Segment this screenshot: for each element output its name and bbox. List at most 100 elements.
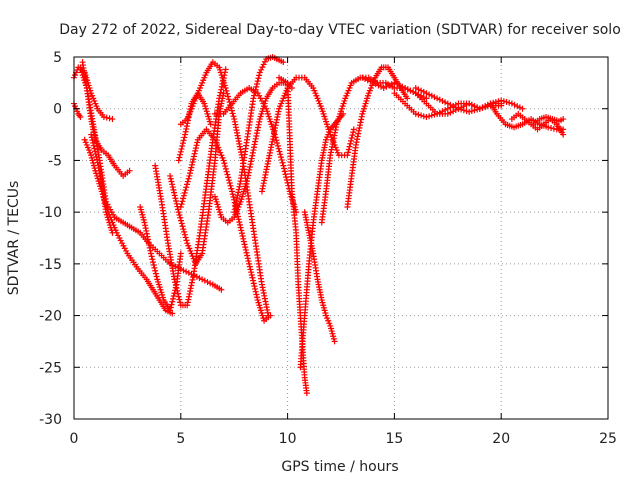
data-point [519,105,526,112]
data-point [173,284,180,291]
ticks: 0 5 10 15 20 25 5 0 -5 -10 -15 -20 -25 -30 [39,50,617,447]
data-point [172,282,179,289]
data-point [484,103,491,110]
data-point [251,283,258,290]
data-point [277,154,284,161]
data-point [196,275,203,282]
series-arc-8 [152,66,229,309]
data-point [415,86,422,93]
data-point [207,121,214,128]
data-point [93,153,100,160]
data-point [431,94,438,101]
data-point [204,278,211,285]
data-point [380,85,387,92]
y-tick-label: -10 [39,205,62,221]
data-point [560,116,567,123]
data-point [418,87,425,94]
data-points [71,54,567,397]
data-point [404,86,411,93]
data-point [447,101,454,108]
data-point [180,192,187,199]
data-point [458,106,465,113]
data-point [190,153,197,160]
series-arc-19 [301,209,338,345]
data-point [224,93,231,100]
data-point [256,69,263,76]
data-point [282,171,289,178]
data-point [186,172,193,179]
data-point [274,140,281,147]
data-point [236,221,243,228]
data-point [560,131,567,138]
data-point [227,182,234,189]
data-point [396,82,403,89]
data-point [169,181,176,188]
data-point [244,255,251,262]
data-point [259,64,266,71]
series-arc-9 [167,90,227,267]
data-point [444,100,451,107]
data-point [177,217,184,224]
data-point [450,108,457,115]
x-tick-label: 15 [385,431,403,447]
data-point [176,296,183,303]
data-point [244,252,251,259]
series-arc-5 [77,64,225,293]
data-point [175,157,182,164]
data-point [180,267,187,274]
data-point [177,203,184,210]
data-point [182,187,189,194]
data-point [172,279,179,286]
data-point [91,145,98,152]
y-tick-label: 5 [53,50,62,66]
series-arc-16 [258,74,357,195]
data-point [447,109,454,116]
data-point [248,269,255,276]
data-point [331,338,338,345]
data-point [181,231,188,238]
data-point [394,81,401,88]
data-point [235,216,242,223]
data-point [180,195,187,202]
series-arc-18 [297,110,347,371]
data-point [183,268,190,275]
data-point [345,146,352,153]
data-point [281,165,288,172]
data-point [399,83,406,90]
data-point [176,154,183,161]
data-point [258,66,265,73]
data-point [177,148,184,155]
data-point [193,142,200,149]
data-point [185,269,192,276]
data-point [167,307,174,314]
data-point [506,99,513,106]
data-point [179,223,186,230]
data-point [248,271,255,278]
data-point [149,256,156,263]
data-point [168,178,175,185]
data-point [181,189,188,196]
data-point [225,177,232,184]
data-point [436,96,443,103]
data-point [279,159,286,166]
data-point [439,97,446,104]
data-point [280,59,287,66]
x-tick-label: 20 [492,431,510,447]
data-point [229,110,236,117]
data-point [90,142,97,149]
data-point [423,95,430,102]
data-point [207,280,214,287]
data-point [237,224,244,231]
data-point [246,260,253,267]
data-point [346,143,353,150]
data-point [420,113,427,120]
data-point [256,72,263,79]
data-point [167,304,174,311]
data-point [347,140,354,147]
data-point [147,250,154,257]
data-point [188,164,195,171]
data-point [226,179,233,186]
data-point [434,95,441,102]
x-axis-label: GPS time / hours [281,459,398,475]
data-point [452,104,459,111]
